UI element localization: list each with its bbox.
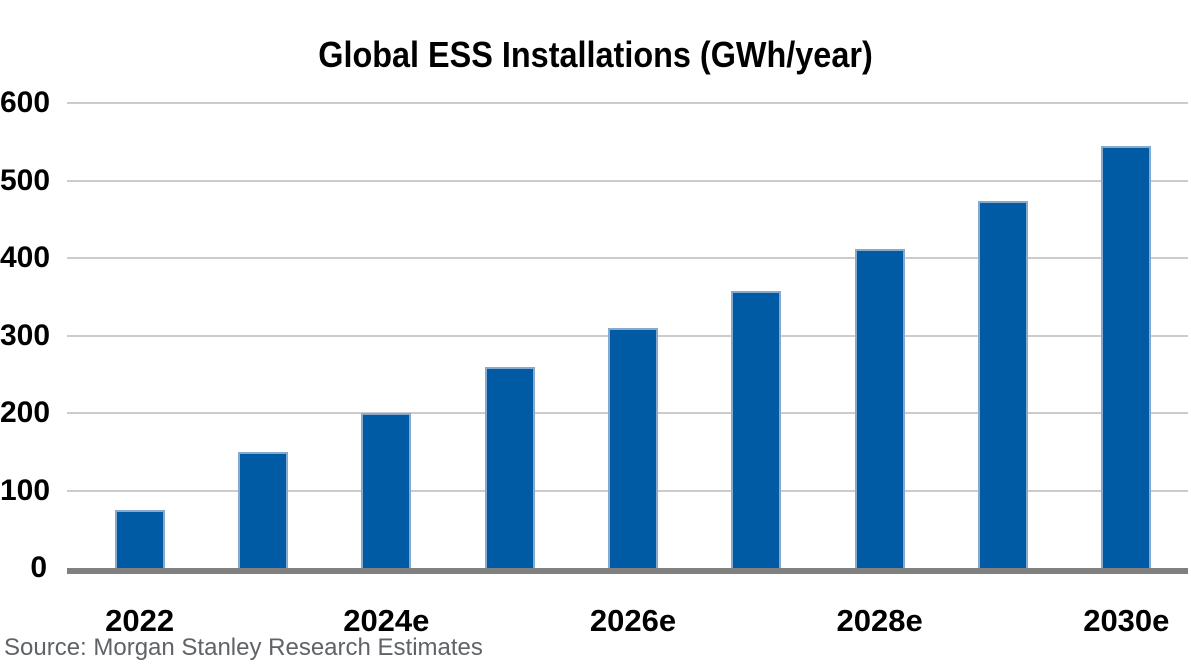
x-tick-label-2028e: 2028e: [836, 603, 923, 638]
source-attribution: Source: Morgan Stanley Research Estimate…: [4, 634, 483, 661]
x-tick-label-2026e: 2026e: [589, 603, 677, 638]
y-tick-label-400: 400: [0, 241, 51, 274]
y-tick-label-600: 600: [0, 86, 51, 119]
bar-2027e: [731, 290, 782, 568]
bar-2030e: [1101, 145, 1152, 568]
bar-2023: [238, 451, 288, 568]
gridline-600: [67, 102, 1188, 104]
gridline-500: [67, 179, 1188, 182]
y-tick-label-0: 0: [30, 551, 47, 584]
plot-area: [67, 102, 1188, 574]
bar-2026e: [608, 327, 658, 568]
x-axis-labels: 2022 2024e 2026e 2028e 2030e: [78, 601, 1188, 641]
y-tick-label-100: 100: [0, 473, 51, 507]
bar-2029e: [978, 201, 1028, 568]
y-axis-labels: 600 500 400 300 200 100 0: [0, 86, 51, 584]
x-tick-label-2030e: 2030e: [1083, 603, 1170, 638]
x-tick-label-2024e: 2024e: [343, 603, 430, 638]
x-tick-label-2022: 2022: [105, 603, 175, 638]
y-tick-label-500: 500: [0, 163, 51, 197]
bar-2022: [114, 509, 165, 568]
gridline-400: [67, 257, 1188, 259]
y-tick-label-300: 300: [0, 318, 51, 352]
chart-title: Global ESS Installations (GWh/year): [318, 34, 873, 75]
y-tick-label-200: 200: [0, 396, 51, 429]
x-axis-baseline: [67, 568, 1188, 574]
bar-2024e: [361, 413, 412, 568]
bar-2028e: [854, 249, 905, 568]
bar-2025e: [484, 366, 535, 568]
